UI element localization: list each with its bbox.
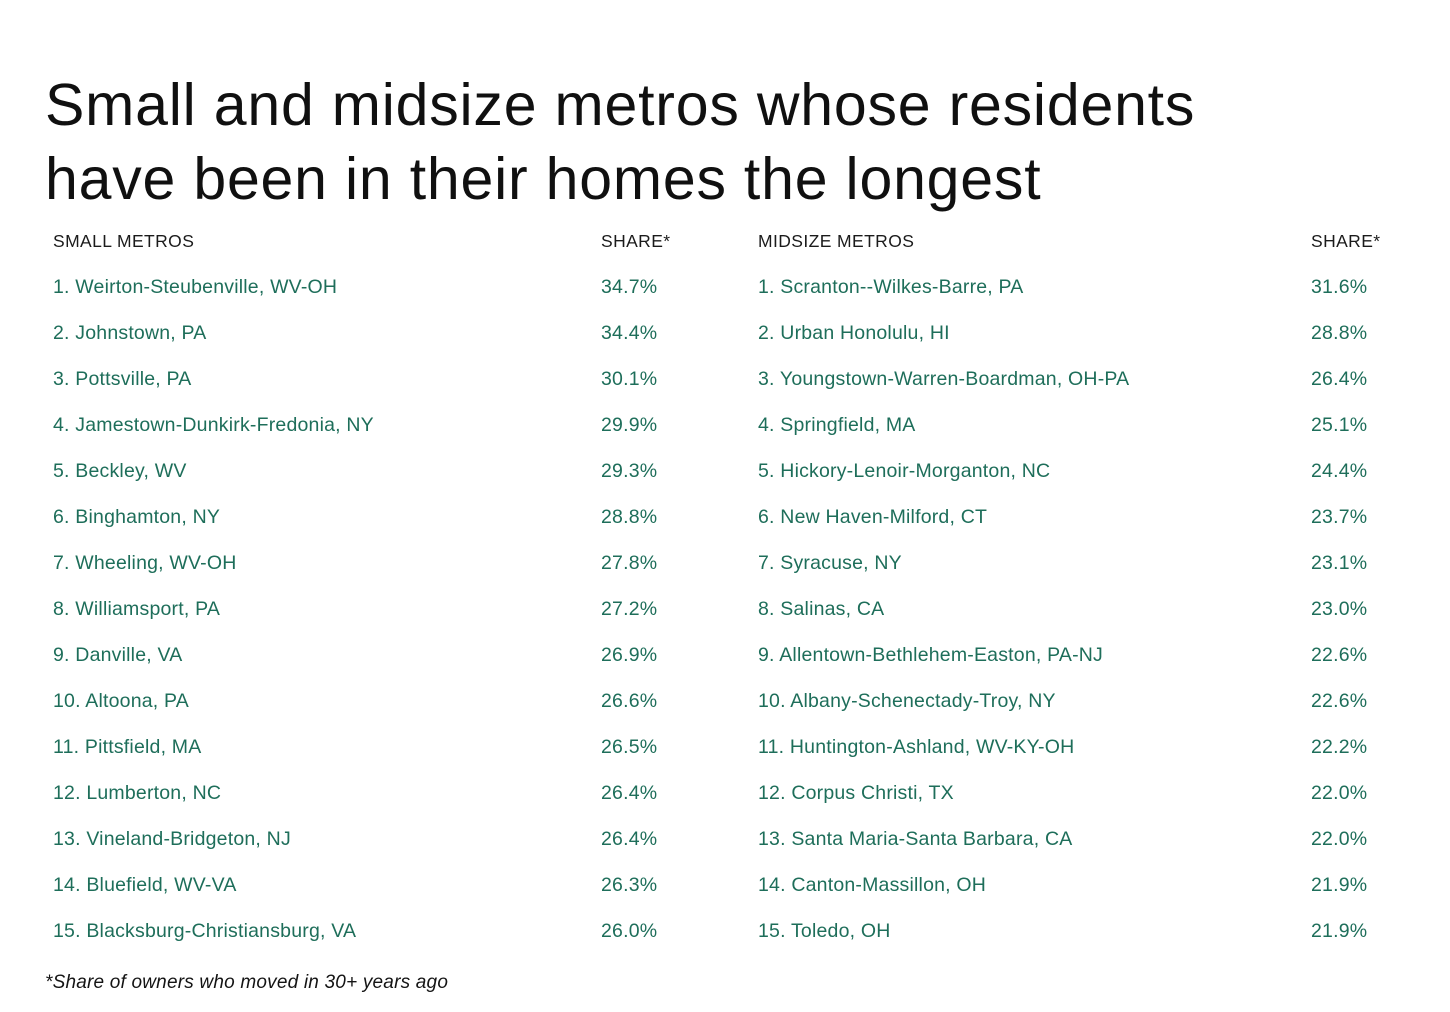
midsize-share-cell: 31.6% bbox=[1311, 275, 1368, 298]
midsize-share-cell: 21.9% bbox=[1311, 919, 1368, 942]
column-header-share-left: SHARE* bbox=[601, 230, 671, 251]
midsize-metro-cell: 7. Syracuse, NY bbox=[758, 551, 902, 574]
midsize-share-cell: 21.9% bbox=[1311, 873, 1368, 896]
midsize-metro-cell: 1. Scranton--Wilkes-Barre, PA bbox=[758, 275, 1024, 298]
midsize-metro-cell: 8. Salinas, CA bbox=[758, 597, 885, 620]
midsize-share-cell: 28.8% bbox=[1311, 321, 1368, 344]
page-title-line1: Small and midsize metros whose residents bbox=[45, 71, 1196, 138]
small-share-cell: 26.4% bbox=[601, 827, 658, 850]
small-metro-cell: 7. Wheeling, WV-OH bbox=[53, 551, 237, 574]
page-title: Small and midsize metros whose residents… bbox=[45, 68, 1405, 216]
small-metro-cell: 15. Blacksburg-Christiansburg, VA bbox=[53, 919, 357, 942]
page-title-line2: have been in their homes the longest bbox=[45, 145, 1042, 212]
midsize-metro-cell: 13. Santa Maria-Santa Barbara, CA bbox=[758, 827, 1073, 850]
small-share-cell: 34.4% bbox=[601, 321, 658, 344]
midsize-share-cell: 23.0% bbox=[1311, 597, 1368, 620]
small-metro-cell: 14. Bluefield, WV-VA bbox=[53, 873, 237, 896]
midsize-metro-cell: 4. Springfield, MA bbox=[758, 413, 916, 436]
small-metro-cell: 11. Pittsfield, MA bbox=[53, 735, 202, 758]
column-header-share-right: SHARE* bbox=[1311, 230, 1381, 251]
small-share-cell: 26.5% bbox=[601, 735, 658, 758]
footnote: *Share of owners who moved in 30+ years … bbox=[45, 972, 449, 993]
column-header-midsize-metros: MIDSIZE METROS bbox=[758, 230, 915, 251]
small-share-cell: 27.2% bbox=[601, 597, 658, 620]
small-metro-cell: 9. Danville, VA bbox=[53, 643, 183, 666]
small-metro-cell: 4. Jamestown-Dunkirk-Fredonia, NY bbox=[53, 413, 374, 436]
small-metro-cell: 2. Johnstown, PA bbox=[53, 321, 207, 344]
small-share-cell: 28.8% bbox=[601, 505, 658, 528]
midsize-share-cell: 25.1% bbox=[1311, 413, 1368, 436]
small-metro-cell: 5. Beckley, WV bbox=[53, 459, 187, 482]
midsize-share-cell: 26.4% bbox=[1311, 367, 1368, 390]
small-share-cell: 26.4% bbox=[601, 781, 658, 804]
midsize-share-cell: 23.1% bbox=[1311, 551, 1368, 574]
midsize-metro-cell: 9. Allentown-Bethlehem-Easton, PA-NJ bbox=[758, 643, 1104, 666]
small-metro-cell: 13. Vineland-Bridgeton, NJ bbox=[53, 827, 291, 850]
midsize-share-cell: 22.0% bbox=[1311, 781, 1368, 804]
midsize-metro-cell: 10. Albany-Schenectady-Troy, NY bbox=[758, 689, 1056, 712]
midsize-metro-cell: 6. New Haven-Milford, CT bbox=[758, 505, 988, 528]
small-share-cell: 26.0% bbox=[601, 919, 658, 942]
small-share-cell: 27.8% bbox=[601, 551, 658, 574]
small-share-cell: 26.9% bbox=[601, 643, 658, 666]
midsize-metro-cell: 11. Huntington-Ashland, WV-KY-OH bbox=[758, 735, 1075, 758]
metros-table: SMALL METROS SHARE* MIDSIZE METROS SHARE… bbox=[53, 218, 1389, 954]
small-share-cell: 34.7% bbox=[601, 275, 658, 298]
midsize-metro-cell: 14. Canton-Massillon, OH bbox=[758, 873, 987, 896]
small-share-cell: 30.1% bbox=[601, 367, 658, 390]
small-share-cell: 26.6% bbox=[601, 689, 658, 712]
small-metro-cell: 1. Weirton-Steubenville, WV-OH bbox=[53, 275, 338, 298]
small-metro-cell: 10. Altoona, PA bbox=[53, 689, 189, 712]
midsize-share-cell: 22.6% bbox=[1311, 689, 1368, 712]
small-share-cell: 26.3% bbox=[601, 873, 658, 896]
small-share-cell: 29.9% bbox=[601, 413, 658, 436]
midsize-metro-cell: 3. Youngstown-Warren-Boardman, OH-PA bbox=[758, 367, 1130, 390]
small-metro-cell: 12. Lumberton, NC bbox=[53, 781, 222, 804]
small-metro-cell: 8. Williamsport, PA bbox=[53, 597, 221, 620]
midsize-metro-cell: 2. Urban Honolulu, HI bbox=[758, 321, 950, 344]
small-share-cell: 29.3% bbox=[601, 459, 658, 482]
midsize-share-cell: 22.6% bbox=[1311, 643, 1368, 666]
small-metro-cell: 3. Pottsville, PA bbox=[53, 367, 192, 390]
midsize-share-cell: 24.4% bbox=[1311, 459, 1368, 482]
small-metro-cell: 6. Binghamton, NY bbox=[53, 505, 221, 528]
midsize-share-cell: 23.7% bbox=[1311, 505, 1368, 528]
midsize-metro-cell: 15. Toledo, OH bbox=[758, 919, 891, 942]
midsize-metro-cell: 12. Corpus Christi, TX bbox=[758, 781, 954, 804]
column-header-small-metros: SMALL METROS bbox=[53, 230, 195, 251]
midsize-share-cell: 22.0% bbox=[1311, 827, 1368, 850]
midsize-metro-cell: 5. Hickory-Lenoir-Morganton, NC bbox=[758, 459, 1051, 482]
midsize-share-cell: 22.2% bbox=[1311, 735, 1368, 758]
